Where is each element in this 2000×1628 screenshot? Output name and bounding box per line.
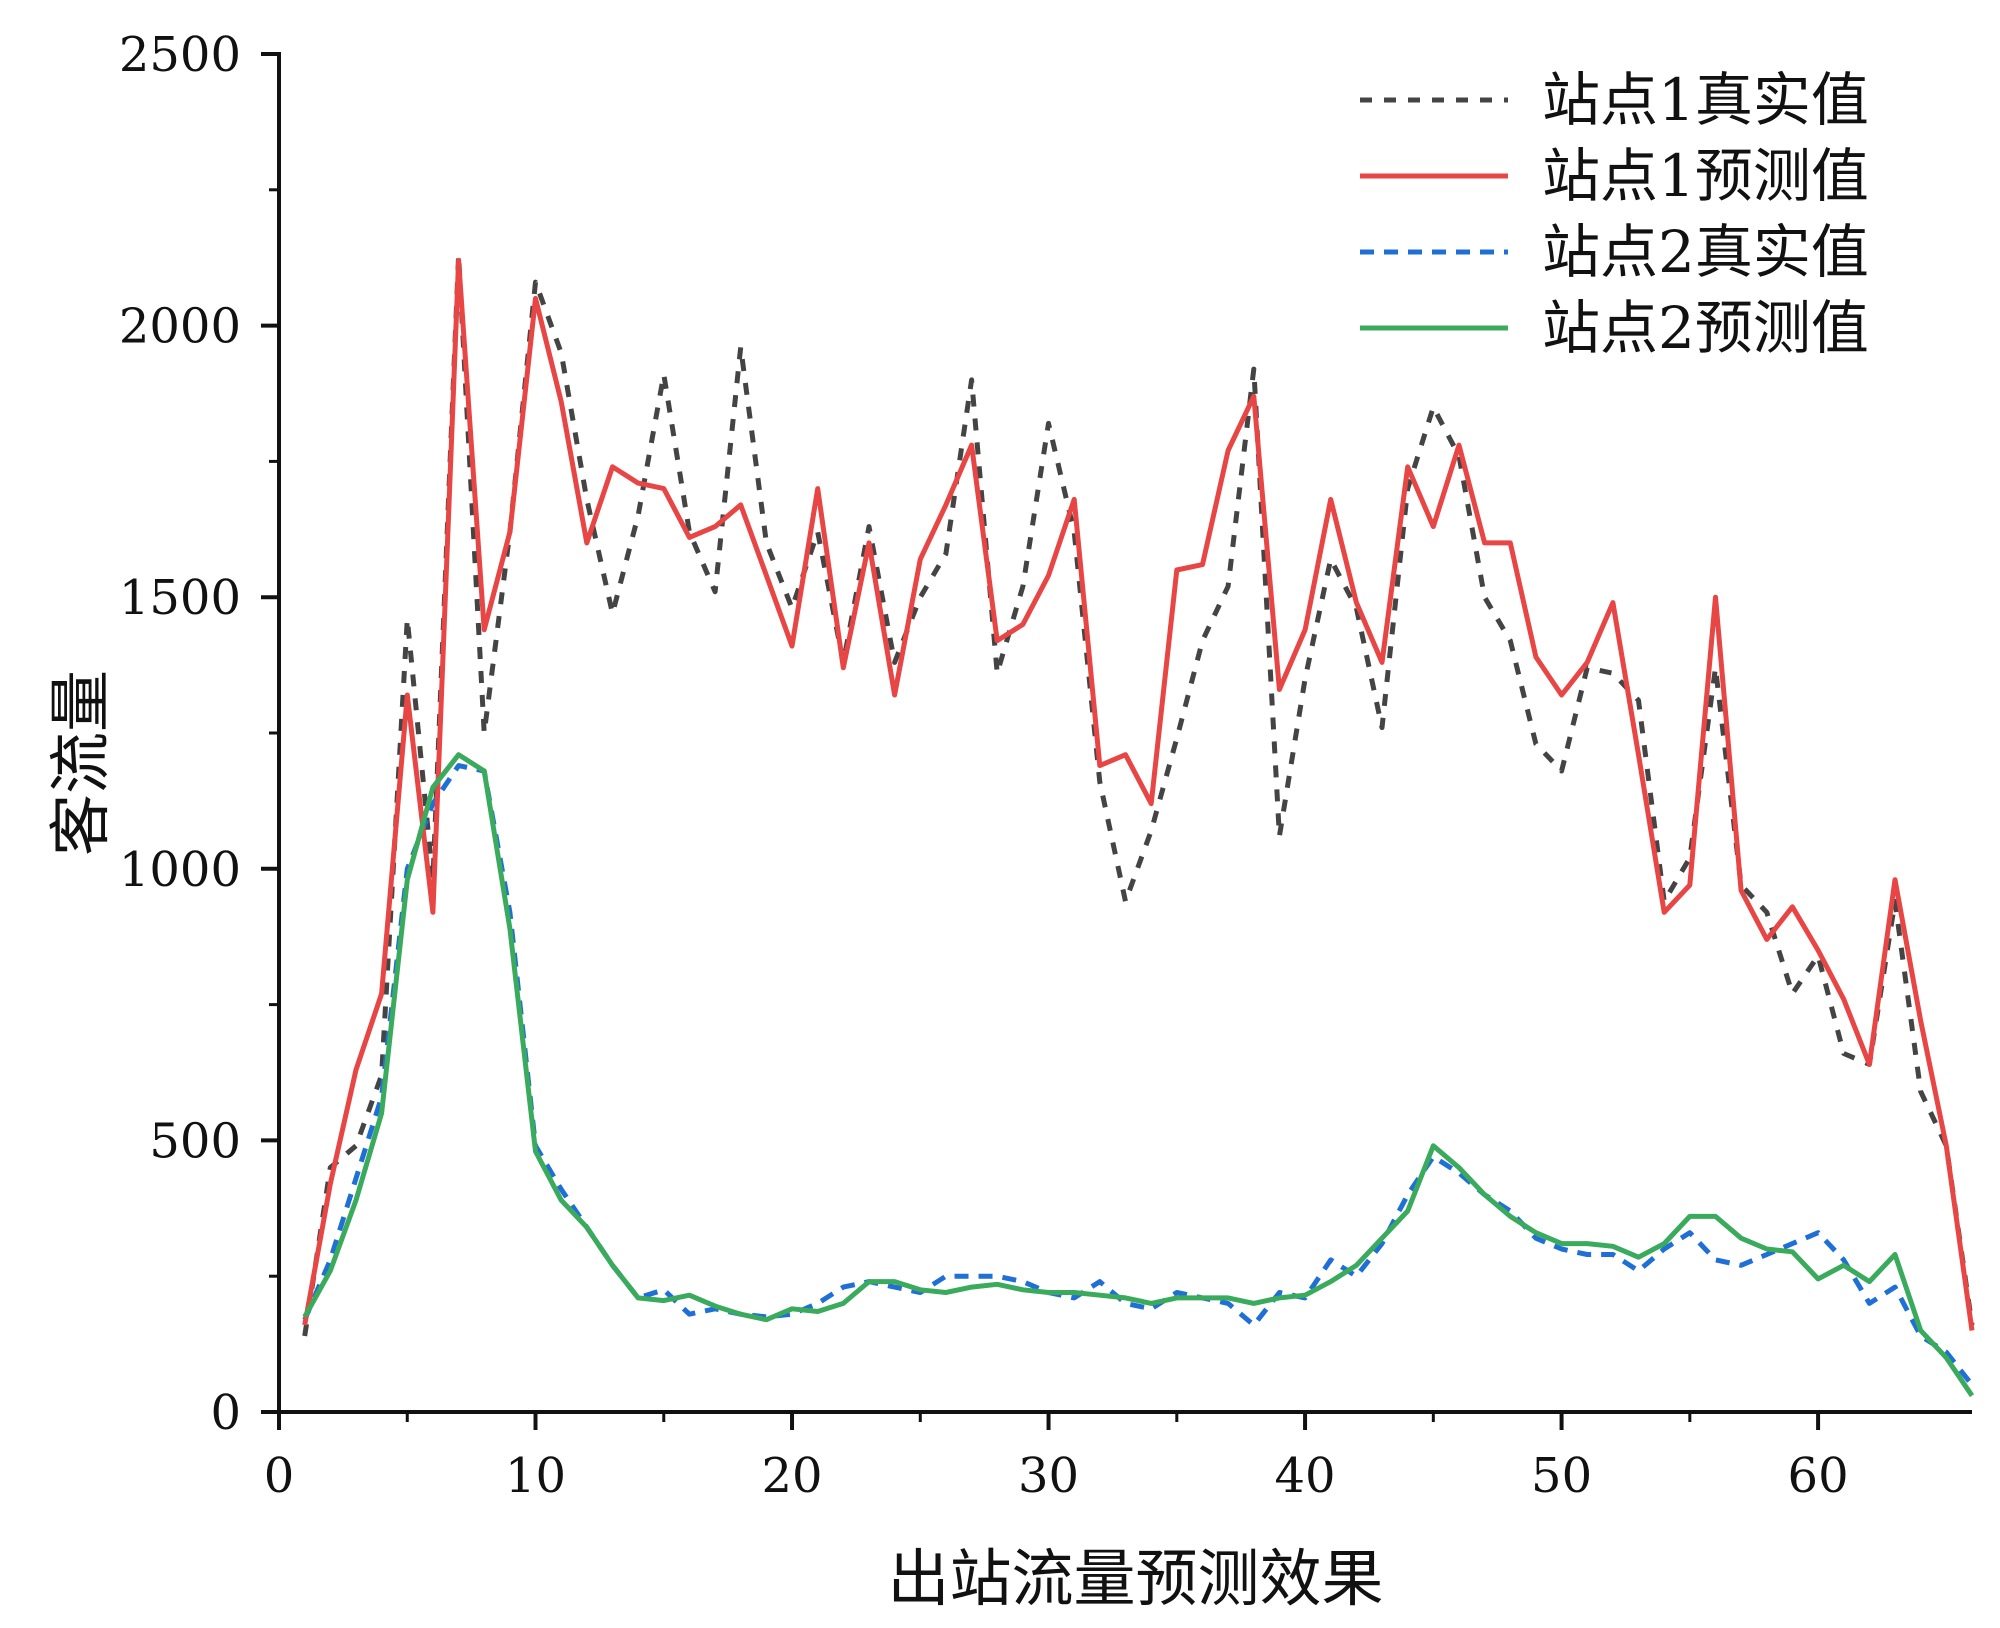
legend-label: 站点2真实值 bbox=[1542, 218, 1869, 286]
series-line-2 bbox=[302, 257, 1975, 1331]
x-tick-label: 40 bbox=[1275, 1448, 1336, 1504]
y-tick-label: 0 bbox=[210, 1385, 241, 1441]
series-line-1 bbox=[302, 252, 1975, 1337]
y-tick-label: 2000 bbox=[119, 299, 241, 355]
plot-area bbox=[302, 252, 1975, 1398]
series-line-3 bbox=[302, 763, 1974, 1387]
y-tick-label: 500 bbox=[149, 1113, 241, 1169]
x-ticks: 0 10 20 30 40 50 60 bbox=[264, 1412, 1849, 1504]
x-axis-label: 出站流量预测效果 bbox=[887, 1542, 1383, 1615]
legend-label: 站点1真实值 bbox=[1542, 66, 1869, 134]
y-axis-label: 客流量 bbox=[44, 670, 117, 856]
series-group bbox=[302, 252, 1975, 1398]
x-tick-label: 20 bbox=[761, 1448, 822, 1504]
x-tick-label: 60 bbox=[1788, 1448, 1849, 1504]
x-tick-label: 0 bbox=[264, 1448, 295, 1504]
legend-label: 站点2预测值 bbox=[1542, 294, 1869, 362]
legend-label: 站点1预测值 bbox=[1542, 142, 1869, 210]
y-ticks: 0 500 1000 1500 2000 2500 bbox=[119, 27, 279, 1441]
y-tick-label: 1000 bbox=[119, 842, 241, 898]
series-line-4 bbox=[302, 752, 1975, 1398]
x-tick-label: 50 bbox=[1531, 1448, 1592, 1504]
x-tick-label: 10 bbox=[505, 1448, 566, 1504]
y-tick-label: 2500 bbox=[119, 27, 241, 83]
axes: 0 10 20 30 40 50 60 0 500 1000 1500 2000 2500 bbox=[119, 27, 1972, 1504]
y-tick-label: 1500 bbox=[119, 570, 241, 626]
x-tick-label: 30 bbox=[1018, 1448, 1079, 1504]
